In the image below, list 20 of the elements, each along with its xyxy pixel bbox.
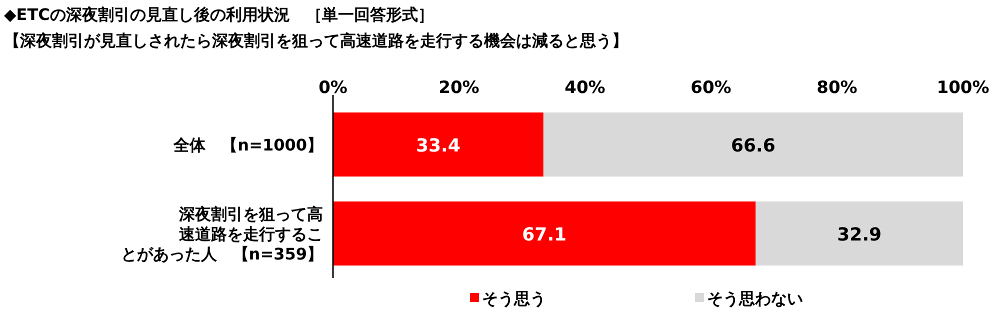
legend-label: そう思わない (707, 289, 803, 308)
x-tick-label: 40% (564, 78, 606, 98)
chart-subtitle: 【深夜割引が見直しされたら深夜割引を狙って高速道路を走行する機会は減ると思う】 (4, 31, 628, 50)
data-label: 67.1 (522, 224, 567, 246)
bar (333, 112, 544, 177)
data-label: 32.9 (837, 224, 882, 246)
y-tick-label: 深夜割引を狙って高速道路を走行することがあった人 【n=359】 (120, 204, 323, 264)
x-tick-label: 0% (318, 78, 348, 98)
x-tick-label: 100% (936, 78, 990, 98)
bar (543, 112, 963, 177)
x-tick-label: 20% (438, 78, 480, 98)
x-tick-label: 60% (690, 78, 732, 98)
bar (333, 201, 756, 266)
y-tick-label: 全体 【n=1000】 (172, 136, 323, 154)
data-label: 66.6 (731, 136, 776, 156)
legend-label: そう思う (482, 289, 546, 308)
chart-title: ◆ETCの深夜割引の見直し後の利用状況 ［単一回答形式］ (4, 5, 434, 24)
bar (756, 201, 963, 266)
x-tick-label: 80% (816, 78, 858, 98)
data-label: 33.4 (416, 136, 460, 156)
